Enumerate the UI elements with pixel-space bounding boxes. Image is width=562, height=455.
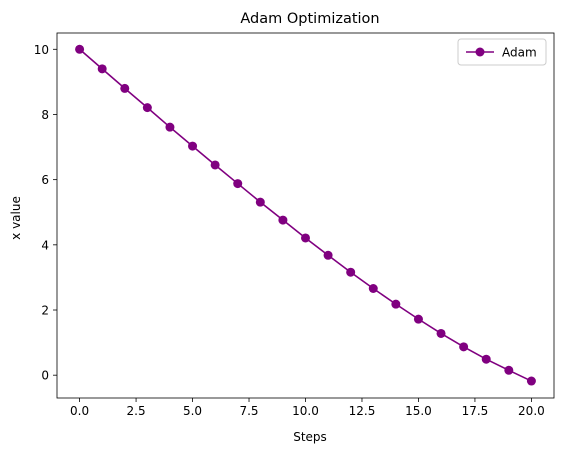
y-tick-label: 10 xyxy=(34,43,49,57)
data-point xyxy=(368,284,378,293)
x-axis-label: Steps xyxy=(293,430,327,444)
data-point xyxy=(97,64,107,74)
data-point xyxy=(278,215,288,225)
data-point xyxy=(526,376,536,386)
x-tick-label: 12.5 xyxy=(349,404,376,418)
x-tick-label: 15.0 xyxy=(405,404,432,418)
data-point xyxy=(436,328,446,338)
data-point xyxy=(210,160,220,170)
data-point xyxy=(165,122,175,132)
legend-label: Adam xyxy=(502,46,537,60)
y-tick-label: 8 xyxy=(41,108,49,122)
data-point xyxy=(459,342,469,352)
x-tick-label: 20.0 xyxy=(518,404,545,418)
y-tick-label: 6 xyxy=(41,173,49,187)
legend: Adam xyxy=(457,38,547,66)
x-axis: 0.0 2.5 5.0 7.5 10.0 12.5 15.0 17.5 20.0 xyxy=(70,398,545,418)
y-tick-label: 4 xyxy=(41,238,49,252)
data-point xyxy=(142,103,152,113)
data-point xyxy=(323,250,333,260)
x-tick-label: 7.5 xyxy=(239,404,258,418)
data-point xyxy=(233,179,243,189)
data-point xyxy=(301,233,310,243)
data-point xyxy=(346,267,356,277)
y-tick-label: 2 xyxy=(41,304,49,318)
plot-area: 0.0 2.5 5.0 7.5 10.0 12.5 15.0 17.5 20.0 0 2 4 6 8 10 xyxy=(34,32,555,418)
x-tick-label: 10.0 xyxy=(292,404,319,418)
data-point xyxy=(504,365,514,375)
legend-box xyxy=(457,38,547,66)
plot-frame xyxy=(57,33,554,398)
legend-marker xyxy=(475,47,485,57)
data-point xyxy=(391,299,401,309)
y-axis: 0 2 4 6 8 10 xyxy=(34,43,57,383)
x-tick-label: 2.5 xyxy=(127,404,146,418)
data-point xyxy=(188,141,198,151)
data-point xyxy=(255,197,265,207)
x-tick-label: 0.0 xyxy=(70,404,89,418)
y-axis-label: x value xyxy=(9,196,23,240)
plot-border xyxy=(56,32,555,399)
data-point xyxy=(120,83,130,93)
data-point xyxy=(413,314,423,324)
x-tick-label: 5.0 xyxy=(183,404,202,418)
data-point xyxy=(75,44,85,54)
axes-spines xyxy=(56,32,555,399)
x-tick-label: 17.5 xyxy=(462,404,489,418)
chart-title: Adam Optimization xyxy=(240,11,379,27)
y-tick-label: 0 xyxy=(41,369,49,383)
data-point xyxy=(481,354,491,364)
series-layer xyxy=(75,44,536,386)
